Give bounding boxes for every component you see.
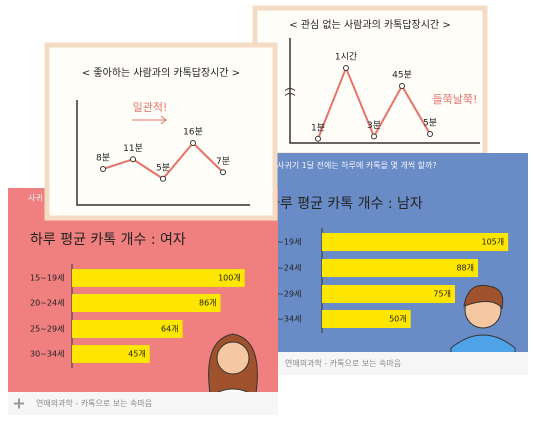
point (371, 133, 377, 140)
value-label: 88개 (456, 263, 474, 273)
category-label: 15~19세 (30, 274, 64, 283)
point (399, 83, 405, 89)
header-text: 사귀기 1달 전에는 하루에 카톡을 몇 개씩 할까? (277, 160, 437, 170)
value-label: 100개 (218, 273, 241, 283)
annotation: 들쭉날쭉! (433, 93, 478, 106)
footer (8, 392, 278, 415)
value-label: 45개 (128, 349, 146, 359)
point-label: 11분 (123, 143, 143, 154)
line-card: < 좋아하는 사람과의 카톡답장시간 > 8분 11분 5분 16분 7분 일관적! (44, 42, 278, 221)
card (44, 42, 278, 221)
category-label: 30~34세 (267, 315, 301, 324)
card-header (257, 153, 528, 178)
point-label: 3분 (367, 120, 381, 131)
category-label: 20~24세 (267, 264, 301, 273)
plus-icon (14, 398, 24, 409)
footer-text: 연애의과학 - 카톡으로 보는 속마음 (36, 398, 152, 408)
value-label: 86개 (199, 298, 217, 308)
point-label: 5분 (423, 118, 437, 129)
value-label: 105개 (481, 237, 504, 247)
point-label: 8분 (96, 153, 110, 164)
annotation: 일관적! (133, 100, 168, 114)
chart-title: < 관심 없는 사람과의 카톡답장시간 > (289, 18, 450, 31)
category-label: 25~29세 (30, 325, 64, 334)
header-text: 사귀 (28, 193, 43, 203)
bar (72, 269, 245, 287)
person-face (216, 341, 250, 375)
axes (76, 100, 250, 206)
value-label: 64개 (161, 324, 179, 334)
category-label: 20~24세 (30, 299, 64, 308)
person-hair (463, 284, 504, 310)
axis-break (284, 88, 296, 96)
chart-title: 하루 평균 카톡 개수 : 남자 (267, 196, 423, 212)
bar-card: 사귀기 1달 전에는 하루에 카톡을 몇 개씩 할까? 하루 평균 카톡 개수 :… (257, 153, 528, 375)
chart-title: < 좋아하는 사람과의 카톡답장시간 > (82, 66, 240, 79)
bar (322, 259, 478, 277)
value-label: 75개 (433, 289, 451, 299)
point-label: 7분 (216, 156, 230, 167)
point (220, 169, 226, 176)
chart-title: 하루 평균 카톡 개수 : 여자 (30, 232, 186, 248)
footer (257, 352, 528, 375)
category-label: 25~29세 (267, 290, 301, 299)
line-card: < 관심 없는 사람과의 카톡답장시간 > 1분 1시간 3분 45분 5분 들쭉날쭉! (252, 5, 488, 158)
point (315, 135, 321, 142)
bar (322, 285, 455, 303)
point (100, 166, 106, 172)
point (130, 156, 136, 163)
bar (322, 310, 411, 328)
bar (72, 294, 221, 312)
category-label: 15~19세 (267, 238, 301, 247)
bar (72, 320, 183, 338)
point-label: 5분 (156, 162, 170, 173)
value-label: 50개 (389, 314, 407, 324)
point (190, 140, 196, 146)
point (343, 65, 349, 71)
axes (289, 38, 480, 144)
point-label: 16분 (183, 127, 203, 138)
point-label: 45분 (392, 70, 412, 81)
annotation-arrow (132, 115, 168, 125)
category-label: 30~34세 (30, 350, 64, 359)
point-label: 1분 (311, 122, 325, 133)
bar (322, 233, 509, 251)
footer-text: 연애의과학 - 카톡으로 보는 속마음 (285, 358, 401, 368)
point-label: 1시간 (335, 52, 357, 63)
point (427, 131, 433, 137)
point (160, 175, 166, 182)
bar (72, 345, 150, 363)
